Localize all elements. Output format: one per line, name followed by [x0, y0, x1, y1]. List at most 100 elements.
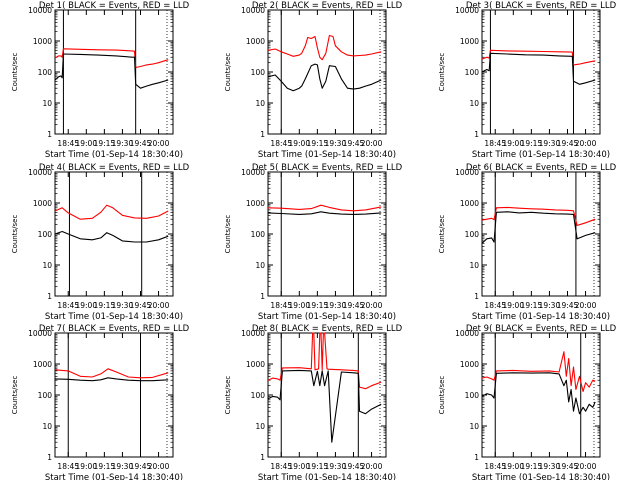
y-tick-label: 10 [255, 422, 265, 431]
x-tick-label: 18:45 [57, 139, 79, 148]
x-tick-label: 20:00 [575, 301, 597, 310]
y-tick-label: 10000 [241, 168, 265, 177]
x-tick-label: 19:30 [539, 462, 561, 471]
events-series-line [481, 372, 596, 415]
y-tick-label: 100 [251, 391, 266, 400]
lld-series-line [267, 332, 382, 390]
x-tick-label: 19:00 [288, 139, 310, 148]
y-tick-label: 1 [47, 130, 52, 139]
y-tick-label: 10000 [455, 6, 479, 15]
x-tick-label: 19:00 [75, 139, 97, 148]
x-tick-label: 18:45 [484, 462, 506, 471]
x-axis-label: Start Time (01-Sep-14 18:30:40) [45, 150, 183, 160]
x-tick-label: 20:00 [148, 301, 170, 310]
plot-frame [54, 9, 174, 135]
y-axis-label: Counts/sec [11, 376, 19, 415]
y-tick-label: 10 [469, 99, 479, 108]
x-axis-label: Start Time (01-Sep-14 18:30:40) [472, 312, 610, 322]
chart-title: Det 4( BLACK = Events, RED = LLD [39, 163, 190, 173]
x-tick-label: 19:45 [557, 139, 579, 148]
y-tick-label: 10 [42, 261, 52, 270]
x-tick-label: 18:45 [57, 462, 79, 471]
x-tick-label: 19:00 [502, 301, 524, 310]
y-axis-label: Counts/sec [11, 215, 19, 254]
chart-title: Det 1( BLACK = Events, RED = LLD [39, 1, 190, 11]
plot-frame [481, 171, 601, 297]
y-tick-label: 10000 [28, 168, 52, 177]
chart-title: Det 8( BLACK = Events, RED = LLD [252, 324, 403, 334]
y-axis-label: Counts/sec [438, 376, 446, 415]
plot-frame [481, 9, 601, 135]
x-tick-label: 18:45 [270, 462, 292, 471]
y-tick-label: 1000 [33, 37, 52, 46]
y-tick-label: 10 [255, 261, 265, 270]
chart-panel-7: Det 7( BLACK = Events, RED = LLD Counts/s… [11, 324, 190, 480]
y-tick-label: 1000 [460, 199, 479, 208]
x-tick-label: 19:15 [307, 301, 329, 310]
y-tick-label: 10 [469, 261, 479, 270]
x-tick-label: 20:00 [361, 462, 383, 471]
x-tick-label: 20:00 [361, 139, 383, 148]
lld-series-line [267, 204, 382, 212]
y-tick-label: 100 [38, 230, 53, 239]
x-tick-label: 19:00 [502, 139, 524, 148]
x-tick-label: 19:00 [75, 462, 97, 471]
y-tick-label: 1 [474, 130, 479, 139]
y-tick-label: 1000 [460, 37, 479, 46]
chart-panel-6: Det 6( BLACK = Events, RED = LLD Counts/s… [438, 163, 617, 322]
x-axis-label: Start Time (01-Sep-14 18:30:40) [258, 473, 396, 480]
x-tick-label: 18:45 [57, 301, 79, 310]
x-tick-label: 19:30 [325, 462, 347, 471]
y-tick-label: 10000 [455, 168, 479, 177]
y-tick-label: 100 [251, 230, 266, 239]
x-tick-label: 20:00 [148, 139, 170, 148]
x-tick-label: 19:30 [325, 139, 347, 148]
x-tick-label: 19:45 [343, 139, 365, 148]
chart-title: Det 6( BLACK = Events, RED = LLD [466, 163, 617, 173]
y-tick-label: 10000 [241, 6, 265, 15]
x-tick-label: 19:15 [307, 139, 329, 148]
plot-frame [267, 332, 387, 458]
events-series-line [267, 211, 382, 215]
x-tick-label: 19:45 [343, 301, 365, 310]
y-axis-label: Counts/sec [438, 215, 446, 254]
x-axis-label: Start Time (01-Sep-14 18:30:40) [258, 150, 396, 160]
y-axis-label: Counts/sec [224, 53, 232, 92]
lld-series-line [481, 206, 596, 226]
plot-frame [267, 171, 387, 297]
y-tick-label: 1000 [33, 360, 52, 369]
chart-panel-1: Det 1( BLACK = Events, RED = LLD Counts/s… [11, 1, 190, 160]
y-tick-label: 1 [47, 292, 52, 301]
y-tick-label: 10000 [28, 329, 52, 338]
chart-panel-5: Det 5( BLACK = Events, RED = LLD Counts/s… [224, 163, 403, 322]
y-tick-label: 100 [38, 68, 53, 77]
x-tick-label: 18:45 [484, 301, 506, 310]
x-tick-label: 19:30 [112, 462, 134, 471]
y-axis-label: Counts/sec [11, 53, 19, 92]
y-tick-label: 1000 [246, 37, 265, 46]
lld-series-line [54, 204, 169, 220]
x-tick-label: 19:30 [325, 301, 347, 310]
x-tick-label: 19:00 [288, 462, 310, 471]
x-tick-label: 19:30 [112, 139, 134, 148]
y-tick-label: 10000 [455, 329, 479, 338]
x-tick-label: 19:15 [94, 139, 116, 148]
y-tick-label: 10 [42, 99, 52, 108]
x-tick-label: 20:00 [575, 462, 597, 471]
y-axis-label: Counts/sec [224, 376, 232, 415]
chart-title: Det 5( BLACK = Events, RED = LLD [252, 163, 403, 173]
y-tick-label: 1 [260, 130, 265, 139]
y-axis-label: Counts/sec [438, 53, 446, 92]
x-tick-label: 19:45 [130, 139, 152, 148]
y-tick-label: 10 [255, 99, 265, 108]
chart-title: Det 7( BLACK = Events, RED = LLD [39, 324, 190, 334]
chart-panel-4: Det 4( BLACK = Events, RED = LLD Counts/s… [11, 163, 190, 322]
lld-series-line [54, 48, 169, 69]
plot-frame [267, 9, 387, 135]
y-tick-label: 100 [465, 68, 480, 77]
x-axis-label: Start Time (01-Sep-14 18:30:40) [258, 312, 396, 322]
y-tick-label: 10 [42, 422, 52, 431]
y-tick-label: 1 [474, 453, 479, 462]
plot-frame [481, 332, 601, 458]
